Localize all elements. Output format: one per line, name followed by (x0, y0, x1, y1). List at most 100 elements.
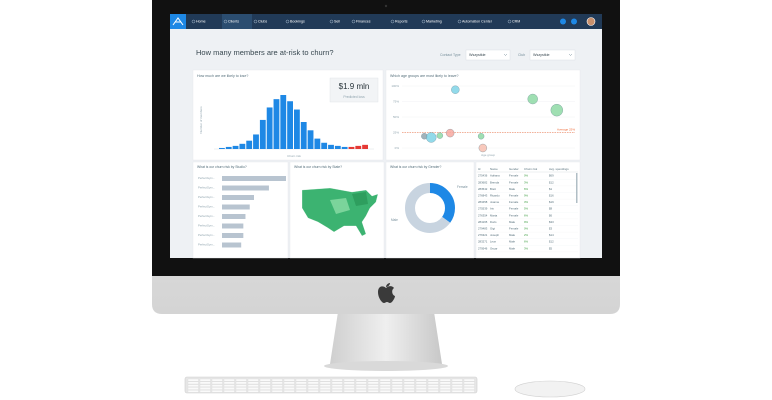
table-cell: $5 (549, 246, 553, 250)
key (259, 390, 271, 393)
filter-value: Wszystkie (533, 53, 550, 57)
table-cell: 276843 (478, 194, 488, 198)
table-cell: Male (509, 246, 516, 250)
loss-amount: $1.9 mln (339, 82, 370, 91)
us-map-region (352, 192, 368, 206)
key (439, 381, 451, 385)
page-title: How many members are at-risk to churn? (196, 48, 334, 57)
key (427, 387, 439, 390)
table-cell: Female (509, 180, 519, 184)
table-cell: 5% (524, 207, 529, 211)
studio-bar (222, 185, 269, 191)
key (247, 378, 259, 382)
nav-icon (329, 19, 334, 24)
table-cell: 276321 (478, 233, 488, 237)
key (295, 387, 307, 390)
key (199, 387, 211, 390)
key (451, 390, 463, 393)
key (391, 390, 403, 393)
key (223, 381, 235, 385)
nav-item[interactable]: Home (196, 20, 206, 24)
key (463, 387, 475, 390)
nav-item[interactable]: Automation Center (462, 20, 493, 24)
table-cell: 6% (524, 187, 529, 191)
table-cell: 279546 (478, 246, 488, 250)
nav-item[interactable]: Clients (228, 20, 239, 24)
threshold-label: Average 25% (557, 127, 575, 131)
key (187, 378, 199, 382)
table-cell: 275436 (478, 174, 488, 178)
key (223, 390, 235, 393)
nav-item[interactable]: Clubs (258, 20, 267, 24)
key (187, 390, 199, 393)
key (307, 378, 319, 382)
key (307, 387, 319, 390)
y-tick-label: 25% (393, 130, 399, 134)
help-icon[interactable] (560, 18, 566, 25)
key (223, 378, 235, 382)
table-header: Churn risk (524, 167, 538, 171)
filter-dropdown[interactable] (465, 49, 511, 61)
histogram-bar (341, 146, 348, 149)
panel-title: What is our churn risk by State? (294, 165, 342, 169)
nav-icon (507, 19, 512, 24)
table-cell: $19 (549, 200, 554, 204)
panel-title: How much are we likely to lose? (197, 74, 248, 78)
nav-item[interactable]: Bookings (290, 20, 305, 24)
table-cell: Ricardo (490, 194, 500, 198)
studio-bar (222, 214, 246, 219)
key (211, 387, 223, 390)
nav-item[interactable]: Marketing (426, 20, 442, 24)
table-cell: Female (509, 200, 519, 204)
key (235, 387, 247, 390)
filter-dropdown[interactable] (529, 49, 576, 61)
histogram-bar (246, 140, 253, 149)
panel-title: Which age groups are most likely to leav… (390, 74, 459, 78)
key (331, 387, 343, 390)
key (331, 390, 343, 393)
key (451, 387, 463, 390)
table-cell: Joseph (490, 233, 499, 237)
key (247, 384, 259, 387)
table-cell: Female (509, 207, 519, 211)
nav-item[interactable]: Finances (356, 20, 371, 24)
nav-icon (253, 19, 258, 24)
key (427, 378, 439, 382)
key (319, 387, 331, 390)
table-cell: 6% (524, 240, 529, 244)
table-cell: Oscar (490, 246, 498, 250)
table-cell: $12 (549, 240, 554, 244)
nav-item[interactable]: CRM (512, 20, 520, 24)
key (319, 384, 331, 387)
bubble (550, 104, 563, 117)
table-cell: $1 (549, 187, 553, 191)
table-cell: Female (509, 194, 519, 198)
key (343, 390, 355, 393)
avatar[interactable] (586, 17, 596, 26)
nav-item[interactable]: Sell (334, 20, 340, 24)
settings-icon[interactable] (571, 18, 577, 25)
key (223, 384, 235, 387)
table-cell: Female (509, 213, 519, 217)
studio-bar (222, 176, 286, 181)
key (367, 378, 379, 382)
key (343, 387, 355, 390)
histogram-bar (253, 134, 259, 149)
key (199, 378, 211, 382)
histogram-bar (334, 145, 341, 149)
nav-icon (457, 19, 462, 24)
histogram-bar (225, 146, 232, 149)
key (415, 378, 427, 382)
table-cell: 6% (524, 213, 529, 217)
nav-item[interactable]: Reports (395, 20, 408, 24)
key (271, 381, 283, 385)
table-cell: Brett (490, 187, 496, 191)
nav-icon (390, 19, 395, 24)
app-logo-icon (172, 17, 184, 26)
key (367, 384, 379, 387)
donut-segment (405, 183, 455, 233)
loss-caption: Predicted loss (343, 95, 365, 99)
panel (475, 161, 581, 259)
key (439, 384, 451, 387)
